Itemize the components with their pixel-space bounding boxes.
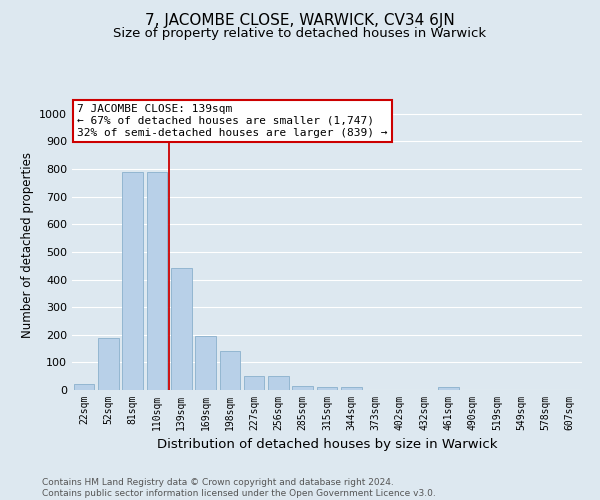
Bar [122,172,143,390]
Bar [268,376,289,390]
Bar [292,386,313,390]
Bar [146,172,167,390]
Bar [244,376,265,390]
Bar [195,336,216,390]
Text: 7, JACOMBE CLOSE, WARWICK, CV34 6JN: 7, JACOMBE CLOSE, WARWICK, CV34 6JN [145,12,455,28]
Bar [98,338,119,390]
Bar [74,384,94,390]
Text: Size of property relative to detached houses in Warwick: Size of property relative to detached ho… [113,28,487,40]
Bar [341,387,362,390]
Text: Contains HM Land Registry data © Crown copyright and database right 2024.
Contai: Contains HM Land Registry data © Crown c… [42,478,436,498]
Bar [220,352,240,390]
Bar [438,387,459,390]
Bar [171,268,191,390]
Y-axis label: Number of detached properties: Number of detached properties [20,152,34,338]
X-axis label: Distribution of detached houses by size in Warwick: Distribution of detached houses by size … [157,438,497,452]
Text: 7 JACOMBE CLOSE: 139sqm
← 67% of detached houses are smaller (1,747)
32% of semi: 7 JACOMBE CLOSE: 139sqm ← 67% of detache… [77,104,388,138]
Bar [317,387,337,390]
